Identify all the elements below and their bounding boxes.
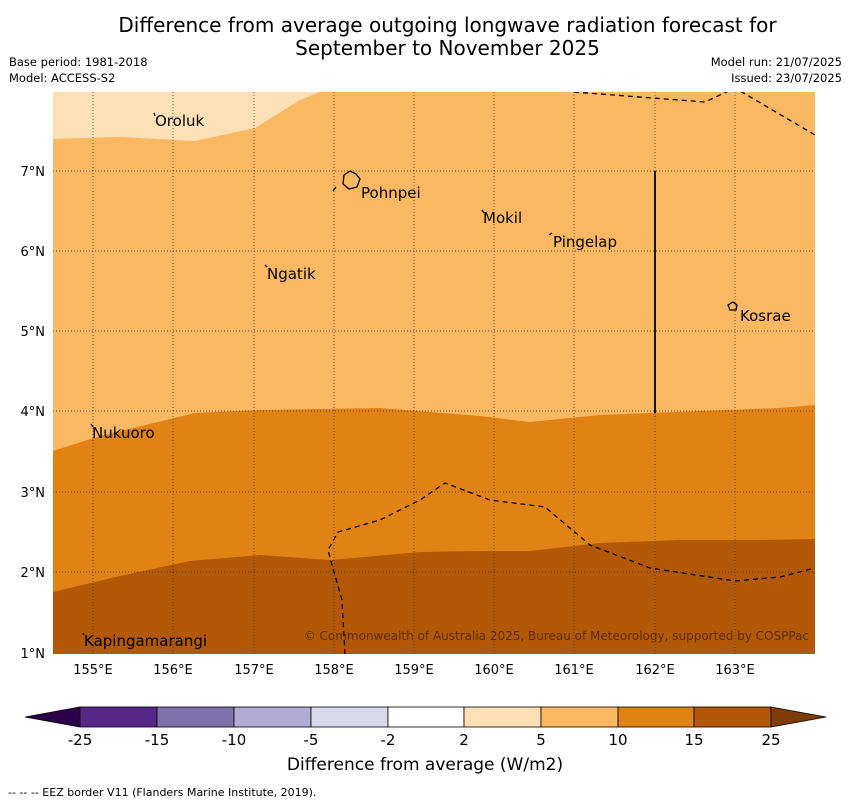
meta-right: Model run: 21/07/2025 Issued: 23/07/2025	[711, 54, 842, 86]
colorbar-label: -25	[68, 731, 93, 749]
lon-label: 159°E	[394, 663, 434, 678]
colorbar-label: -15	[145, 731, 170, 749]
page-title: Difference from average outgoing longwav…	[118, 13, 777, 60]
eez-footnote: -- -- -- EEZ border V11 (Flanders Marine…	[8, 786, 317, 799]
colorbar-label: -5	[304, 731, 319, 749]
map-area: Oroluk Pohnpei Mokil Pingelap Ngatik Kos…	[53, 92, 815, 654]
place-kapingamarangi: Kapingamarangi	[84, 632, 207, 650]
base-period: Base period: 1981-2018	[9, 55, 148, 69]
lon-label: 160°E	[474, 663, 514, 678]
colorbar-swatch	[79, 706, 158, 728]
colorbar-extend-low	[24, 706, 81, 728]
lon-label: 158°E	[314, 663, 354, 678]
lat-label: 6°N	[21, 245, 46, 260]
copyright-text: © Commonwealth of Australia 2025, Bureau…	[304, 629, 809, 643]
lon-label: 155°E	[73, 663, 113, 678]
model-run: Model run: 21/07/2025	[710, 55, 842, 69]
lat-label: 7°N	[21, 165, 46, 180]
place-mokil: Mokil	[483, 209, 522, 227]
colorbar-title: Difference from average (W/m2)	[286, 755, 564, 775]
place-kosrae: Kosrae	[740, 307, 791, 325]
meta-left: Base period: 1981-2018 Model: ACCESS-S2	[9, 54, 148, 86]
colorbar-label: 15	[684, 731, 703, 749]
colorbar-swatch	[693, 706, 772, 728]
colorbar-swatch	[156, 706, 235, 728]
band-15-25	[53, 539, 815, 654]
place-labels: Oroluk Pohnpei Mokil Pingelap Ngatik Kos…	[84, 112, 791, 650]
colorbar-swatch	[617, 706, 695, 728]
colorbar-swatch	[310, 706, 389, 728]
colorbar-labels: -25 -15 -10 -5 -2 2 5 10 15 25	[68, 731, 781, 749]
colorbar-swatch	[540, 706, 619, 728]
issued-date: Issued: 23/07/2025	[731, 71, 842, 85]
colorbar-swatch	[463, 706, 542, 728]
lon-label: 163°E	[715, 663, 755, 678]
place-oroluk: Oroluk	[155, 112, 204, 130]
lon-label: 156°E	[153, 663, 193, 678]
colorbar	[24, 706, 827, 728]
lat-label: 4°N	[21, 405, 46, 420]
lat-label: 1°N	[21, 647, 46, 662]
lon-axis-labels: 155°E 156°E 157°E 158°E 159°E 160°E 161°…	[73, 663, 755, 678]
eez-borders	[327, 92, 815, 654]
lat-label: 2°N	[21, 566, 46, 581]
model-name: Model: ACCESS-S2	[9, 71, 116, 85]
band-2-5	[53, 92, 320, 141]
colorbar-label: 5	[536, 731, 546, 749]
pohnpei-island-outline	[342, 170, 361, 190]
colorbar-label: -10	[222, 731, 247, 749]
place-pingelap: Pingelap	[553, 233, 617, 251]
lat-axis-labels: 7°N 6°N 5°N 4°N 3°N 2°N 1°N	[21, 165, 46, 662]
colorbar-swatch	[233, 706, 312, 728]
lon-label: 157°E	[234, 663, 274, 678]
colorbar-swatch	[387, 706, 465, 728]
colorbar-label: 2	[459, 731, 469, 749]
colorbar-label: 10	[608, 731, 627, 749]
kosrae-island-outline	[727, 301, 738, 311]
place-pohnpei: Pohnpei	[361, 184, 421, 202]
lat-label: 5°N	[21, 325, 46, 340]
place-nukuoro: Nukuoro	[92, 424, 155, 442]
colorbar-extend-high	[770, 706, 827, 728]
islands	[82, 112, 738, 636]
colorbar-label: 25	[761, 731, 780, 749]
place-ngatik: Ngatik	[267, 265, 316, 283]
lon-label: 161°E	[554, 663, 594, 678]
lon-label: 162°E	[635, 663, 675, 678]
lat-label: 3°N	[21, 486, 46, 501]
colorbar-label: -2	[381, 731, 396, 749]
